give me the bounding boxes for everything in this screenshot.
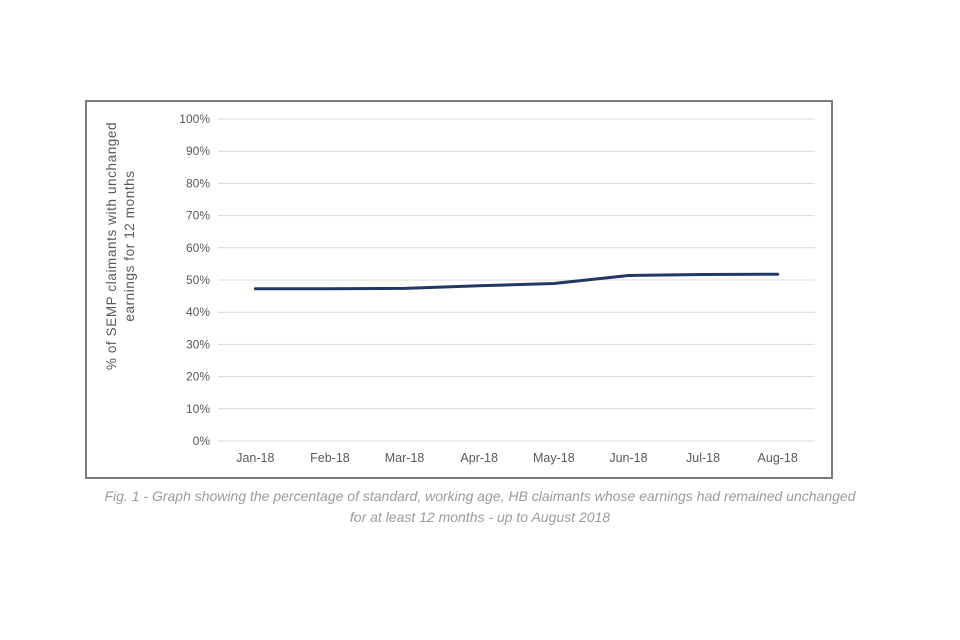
x-tick-label: Jan-18 bbox=[236, 451, 274, 465]
y-tick-label: 70% bbox=[186, 209, 210, 223]
x-tick-label: Apr-18 bbox=[460, 451, 498, 465]
y-tick-label: 100% bbox=[179, 112, 210, 126]
y-axis-title-line: earnings for 12 months bbox=[122, 170, 137, 321]
y-axis-title-line: % of SEMP claimants with unchanged bbox=[104, 122, 119, 370]
y-tick-label: 60% bbox=[186, 241, 210, 255]
y-tick-label: 20% bbox=[186, 370, 210, 384]
y-tick-label: 40% bbox=[186, 305, 210, 319]
x-tick-label: Jul-18 bbox=[686, 451, 720, 465]
x-tick-label: Jun-18 bbox=[609, 451, 647, 465]
caption-line-2: for at least 12 months - up to August 20… bbox=[349, 509, 611, 525]
x-tick-label: May-18 bbox=[533, 451, 575, 465]
caption-line-1: Fig. 1 - Graph showing the percentage of… bbox=[104, 488, 856, 504]
chart-figure: 0% 10% 20% 30% 40% 50% 60% 70% 80% 90% 100% Jan-18 F… bbox=[85, 100, 833, 479]
y-tick-label: 0% bbox=[193, 434, 211, 448]
y-tick-label: 50% bbox=[186, 273, 210, 287]
figure-caption: Fig. 1 - Graph showing the percentage of… bbox=[0, 486, 960, 528]
y-tick-label: 90% bbox=[186, 144, 210, 158]
y-tick-label: 10% bbox=[186, 402, 210, 416]
y-tick-label: 30% bbox=[186, 337, 210, 351]
data-line bbox=[253, 272, 780, 291]
y-tick-label: 80% bbox=[186, 176, 210, 190]
x-tick-label: Aug-18 bbox=[758, 451, 798, 465]
chart-svg: 0% 10% 20% 30% 40% 50% 60% 70% 80% 90% 100% Jan-18 F… bbox=[104, 112, 815, 465]
x-tick-label: Feb-18 bbox=[310, 451, 350, 465]
x-tick-label: Mar-18 bbox=[385, 451, 425, 465]
